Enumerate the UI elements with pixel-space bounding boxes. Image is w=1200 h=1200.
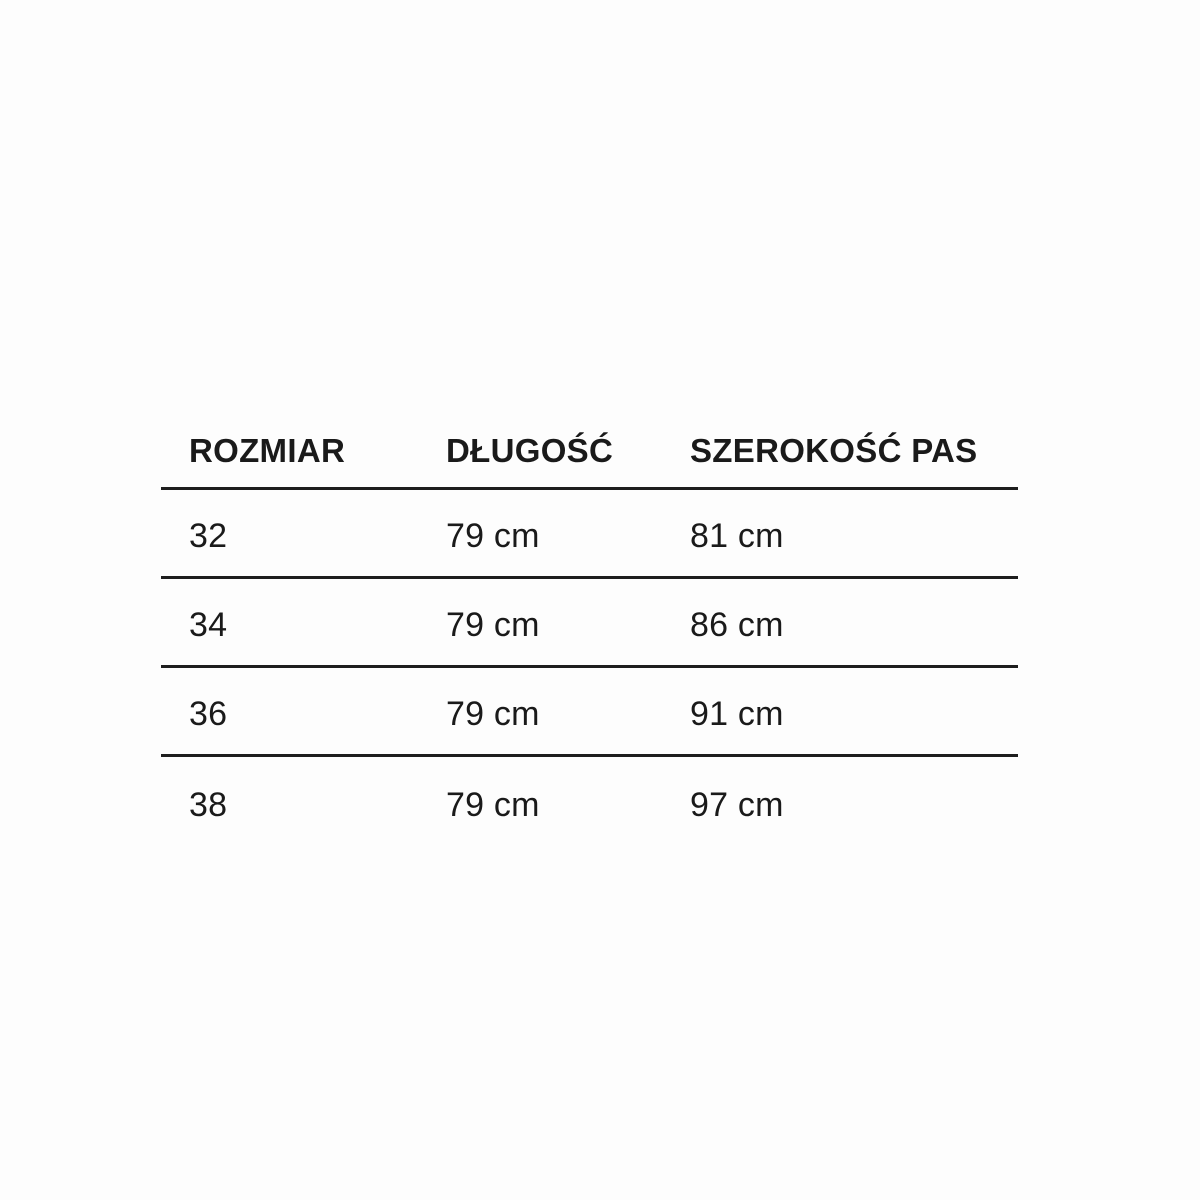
table-row: 34 79 cm 86 cm (161, 579, 1018, 668)
length-value: 79 cm (446, 695, 540, 733)
header-dlugosc: DŁUGOŚĆ (446, 432, 614, 469)
table-row: 38 79 cm 97 cm (161, 757, 1018, 846)
length-value: 79 cm (446, 606, 540, 644)
size-value: 36 (189, 695, 228, 733)
table-row: 32 79 cm 81 cm (161, 490, 1018, 579)
size-value: 32 (189, 517, 228, 555)
size-value: 38 (189, 785, 228, 824)
length-value: 79 cm (446, 517, 540, 555)
header-rozmiar: ROZMIAR (189, 432, 346, 469)
waist-width-value: 81 cm (690, 517, 784, 555)
table-row: 36 79 cm 91 cm (161, 668, 1018, 757)
table-header-row: ROZMIAR DŁUGOŚĆ SZEROKOŚĆ PAS (161, 401, 1018, 490)
waist-width-value: 97 cm (690, 785, 784, 824)
length-value: 79 cm (446, 785, 540, 824)
waist-width-value: 86 cm (690, 606, 784, 644)
waist-width-value: 91 cm (690, 695, 784, 733)
size-value: 34 (189, 606, 228, 644)
header-szerokosc-pas: SZEROKOŚĆ PAS (690, 432, 978, 469)
size-table: ROZMIAR DŁUGOŚĆ SZEROKOŚĆ PAS 32 79 cm 8… (161, 401, 1018, 846)
